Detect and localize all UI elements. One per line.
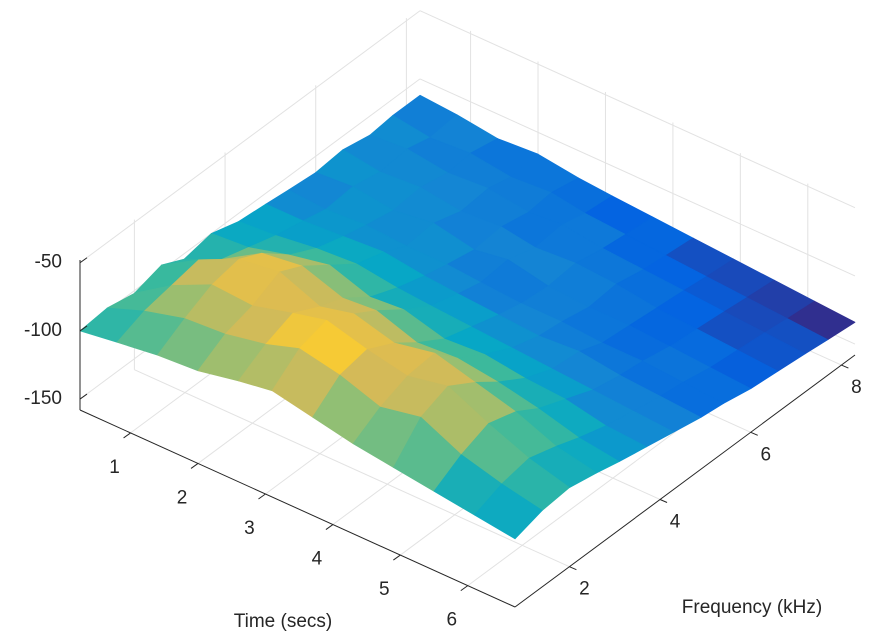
x-tick (325, 524, 334, 530)
z-tick (79, 325, 88, 332)
surface (79, 94, 856, 540)
x-tick-label: 1 (109, 457, 120, 478)
y-tick (841, 364, 849, 369)
x-tick-label: 2 (177, 487, 188, 508)
grid-line (419, 78, 856, 277)
z-tick-label: -100 (24, 320, 62, 341)
grid-line (419, 10, 856, 209)
y-tick (659, 499, 668, 503)
grid-line (79, 78, 421, 332)
y-tick-label: 8 (851, 377, 862, 398)
x-tick-label: 3 (244, 518, 255, 539)
surface-patch (474, 483, 543, 540)
z-tick-label: -150 (24, 388, 62, 409)
x-axis-label: Time (secs) (234, 611, 333, 632)
x-tick (123, 432, 131, 439)
z-tick (79, 257, 88, 264)
y-axis (514, 354, 856, 608)
x-tick-label: 4 (312, 549, 323, 570)
x-tick (393, 554, 401, 561)
grid-line (79, 10, 421, 264)
axes-layer: 1 2 3 4 5 6 2 4 6 8 -150 -100 -50 (24, 252, 862, 631)
grid-line (134, 369, 570, 568)
y-tick (750, 431, 758, 436)
x-axis (79, 409, 516, 608)
y-tick-label: 6 (760, 444, 771, 465)
y-tick-label: 4 (670, 511, 681, 532)
y-axis-label: Frequency (kHz) (682, 597, 822, 618)
x-tick (460, 585, 469, 592)
y-tick (569, 566, 577, 571)
x-tick (190, 463, 199, 469)
x-tick (258, 493, 266, 500)
x-tick-label: 5 (379, 579, 390, 600)
z-tick-label: -50 (35, 252, 62, 273)
y-tick-label: 2 (579, 579, 590, 600)
z-tick (79, 393, 88, 400)
x-tick-label: 6 (447, 610, 458, 631)
